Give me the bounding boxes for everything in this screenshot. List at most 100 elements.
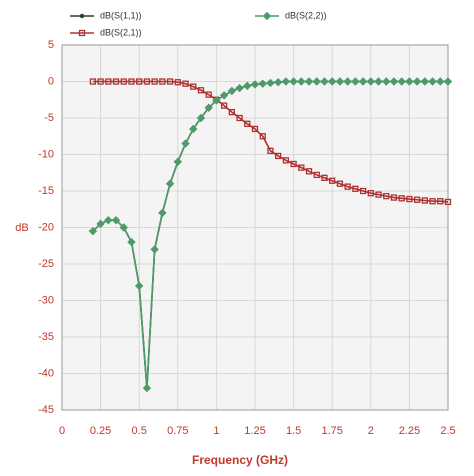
marker [243,81,252,91]
marker [196,113,206,123]
y-tick-label: -30 [38,294,54,306]
marker [297,77,306,86]
marker [344,183,351,190]
x-tick-label: 0.75 [167,425,188,437]
marker [413,196,421,203]
legend-label: dB(S(1,1)) [100,10,142,20]
y-tick-label: -45 [38,404,54,416]
marker [383,192,390,200]
marker [398,195,405,202]
marker [420,77,430,86]
marker [79,13,85,19]
marker [111,215,121,225]
marker [220,102,228,109]
marker [389,77,399,86]
marker [327,77,337,86]
marker [227,86,237,96]
marker [406,195,413,203]
marker [235,83,244,93]
series [88,77,453,393]
y-tick-label: -35 [38,331,54,343]
x-tick-label: 1 [213,425,219,437]
marker [428,77,437,86]
marker [359,187,367,195]
marker [158,208,167,218]
marker [165,179,175,188]
marker [298,164,305,171]
marker [96,219,105,229]
marker [219,91,229,100]
marker [281,77,291,86]
x-tick-label: 1.75 [321,425,342,437]
y-tick-label: 5 [48,39,54,51]
marker [244,120,251,127]
marker [320,77,329,86]
marker [228,109,235,116]
marker [112,78,120,85]
marker [197,87,205,94]
y-tick-label: -40 [38,367,54,379]
x-tick-label: 2.25 [399,425,420,437]
series [89,78,452,206]
marker [190,83,197,90]
plot-border [61,44,449,411]
x-tick-label: 2 [368,425,374,437]
marker [367,190,374,197]
marker [282,157,290,164]
marker [88,226,98,236]
marker [366,77,376,86]
x-tick-label: 1.5 [286,425,301,437]
marker [181,139,190,148]
marker [444,198,452,206]
marker [174,79,181,86]
marker [136,78,143,85]
marker [262,11,272,21]
x-tick-label: 0.25 [90,425,111,437]
marker [150,245,159,254]
y-tick-label: -15 [38,185,54,197]
x-tick-label: 0 [59,425,65,437]
marker [437,198,444,205]
marker [266,78,275,88]
marker [335,77,345,86]
marker [128,78,135,85]
marker [336,180,344,187]
marker [151,78,158,85]
marker [343,77,352,86]
marker [374,77,383,86]
marker [212,96,221,105]
marker [382,77,391,86]
marker [443,77,453,86]
marker [105,78,112,85]
marker [321,174,328,182]
marker [119,223,128,232]
marker [142,383,152,393]
marker [120,78,127,85]
marker [89,78,97,85]
marker [304,77,314,86]
marker [78,29,86,37]
y-tick-label: -20 [38,221,54,233]
marker [405,77,414,86]
marker [166,78,174,85]
marker [421,197,428,204]
x-axis-label: Frequency (GHz) [192,453,288,467]
marker [275,152,282,160]
marker [375,191,382,198]
marker [436,77,445,86]
marker [134,281,144,291]
marker [290,160,297,168]
marker [205,91,212,98]
y-tick-label: -25 [38,258,54,270]
marker [251,125,259,133]
marker [259,133,266,140]
marker [250,80,260,89]
marker [273,78,283,87]
marker [429,198,436,205]
marker [390,194,398,201]
y-axis-label: dB [15,222,28,234]
y-tick-label: -5 [44,112,54,124]
marker [182,80,189,87]
marker [189,124,198,134]
